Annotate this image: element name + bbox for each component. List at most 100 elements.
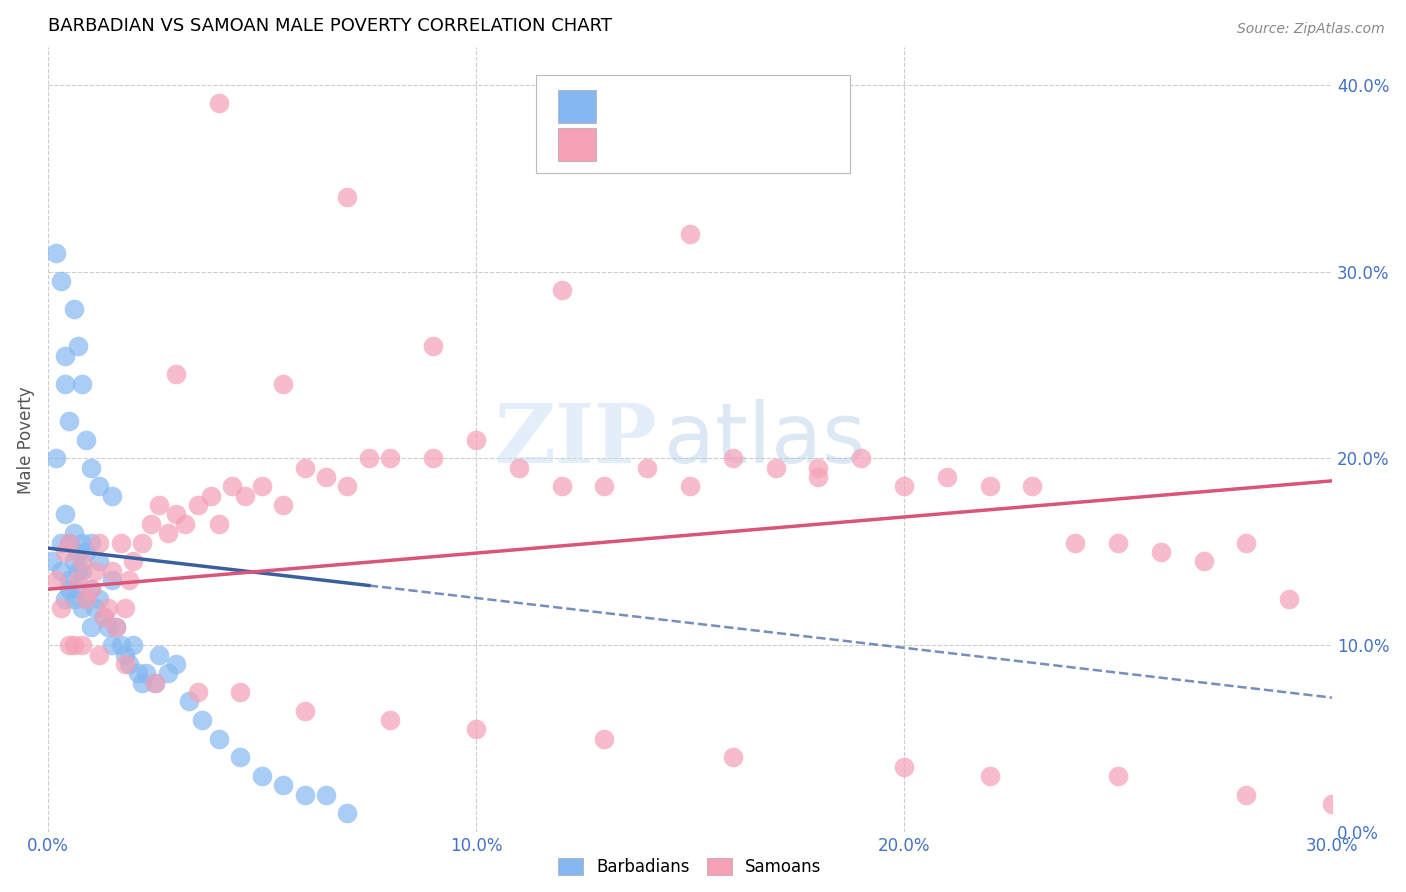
FancyBboxPatch shape — [536, 75, 851, 173]
Text: atlas: atlas — [664, 400, 866, 480]
Point — [75, 591, 97, 606]
Point — [208, 731, 231, 746]
Point — [58, 535, 80, 549]
Point — [721, 451, 744, 466]
Point — [593, 731, 616, 746]
Point — [45, 245, 67, 260]
Point — [315, 788, 337, 802]
Point — [49, 274, 72, 288]
Point — [89, 648, 111, 662]
Point — [84, 564, 107, 578]
Point — [97, 601, 120, 615]
Text: N =: N = — [740, 136, 778, 153]
Point — [70, 376, 93, 391]
Point — [1278, 591, 1301, 606]
Point — [89, 591, 111, 606]
Point — [49, 601, 72, 615]
Point — [66, 573, 89, 587]
Point — [187, 498, 209, 512]
Point — [49, 564, 72, 578]
Point — [1107, 769, 1129, 783]
Point — [45, 451, 67, 466]
Point — [179, 694, 201, 708]
Point — [550, 479, 572, 493]
Point — [221, 479, 243, 493]
Point — [70, 554, 93, 568]
Text: R =: R = — [612, 136, 648, 153]
Point — [84, 601, 107, 615]
Point — [101, 638, 124, 652]
Point — [70, 601, 93, 615]
Point — [110, 535, 132, 549]
Point — [75, 545, 97, 559]
Text: 63: 63 — [779, 98, 801, 116]
Point — [110, 638, 132, 652]
Point — [89, 554, 111, 568]
Point — [148, 498, 170, 512]
Point — [636, 460, 658, 475]
Point — [1234, 788, 1257, 802]
Point — [380, 451, 402, 466]
Point — [45, 573, 67, 587]
Point — [143, 675, 166, 690]
Point — [229, 750, 252, 764]
Point — [53, 508, 76, 522]
Point — [294, 460, 316, 475]
Text: 84: 84 — [779, 136, 801, 153]
Point — [165, 657, 187, 671]
Point — [508, 460, 530, 475]
Text: BARBADIAN VS SAMOAN MALE POVERTY CORRELATION CHART: BARBADIAN VS SAMOAN MALE POVERTY CORRELA… — [48, 17, 612, 35]
Point — [593, 479, 616, 493]
Point — [315, 470, 337, 484]
Point — [62, 638, 84, 652]
Point — [229, 685, 252, 699]
Point — [79, 582, 101, 597]
Point — [250, 769, 273, 783]
Point — [422, 451, 444, 466]
FancyBboxPatch shape — [558, 128, 596, 161]
Point — [1021, 479, 1043, 493]
Text: R =: R = — [612, 98, 648, 116]
Point — [721, 750, 744, 764]
Point — [53, 545, 76, 559]
Point — [1320, 797, 1343, 811]
Point — [70, 638, 93, 652]
Point — [66, 582, 89, 597]
Point — [208, 516, 231, 531]
Text: ZIP: ZIP — [495, 400, 658, 480]
Point — [271, 376, 294, 391]
Text: -0.058: -0.058 — [665, 98, 724, 116]
Point — [58, 582, 80, 597]
Point — [105, 619, 128, 633]
Text: Source: ZipAtlas.com: Source: ZipAtlas.com — [1237, 22, 1385, 37]
Point — [75, 591, 97, 606]
Point — [156, 666, 179, 681]
Point — [70, 535, 93, 549]
Point — [187, 685, 209, 699]
Point — [250, 479, 273, 493]
Point — [893, 479, 915, 493]
Point — [165, 508, 187, 522]
Point — [93, 610, 115, 624]
Point — [79, 535, 101, 549]
Point — [62, 591, 84, 606]
Point — [118, 657, 141, 671]
Point — [79, 460, 101, 475]
Point — [53, 591, 76, 606]
Point — [1192, 554, 1215, 568]
Point — [357, 451, 380, 466]
Point — [114, 601, 136, 615]
Point — [1064, 535, 1087, 549]
Point — [79, 582, 101, 597]
Point — [148, 648, 170, 662]
Point — [101, 564, 124, 578]
Point — [979, 479, 1001, 493]
Point — [464, 723, 486, 737]
Point — [893, 760, 915, 774]
Point — [1150, 545, 1173, 559]
Point — [89, 535, 111, 549]
Point — [336, 806, 359, 821]
Point — [135, 666, 157, 681]
Point — [271, 779, 294, 793]
Point — [208, 96, 231, 111]
